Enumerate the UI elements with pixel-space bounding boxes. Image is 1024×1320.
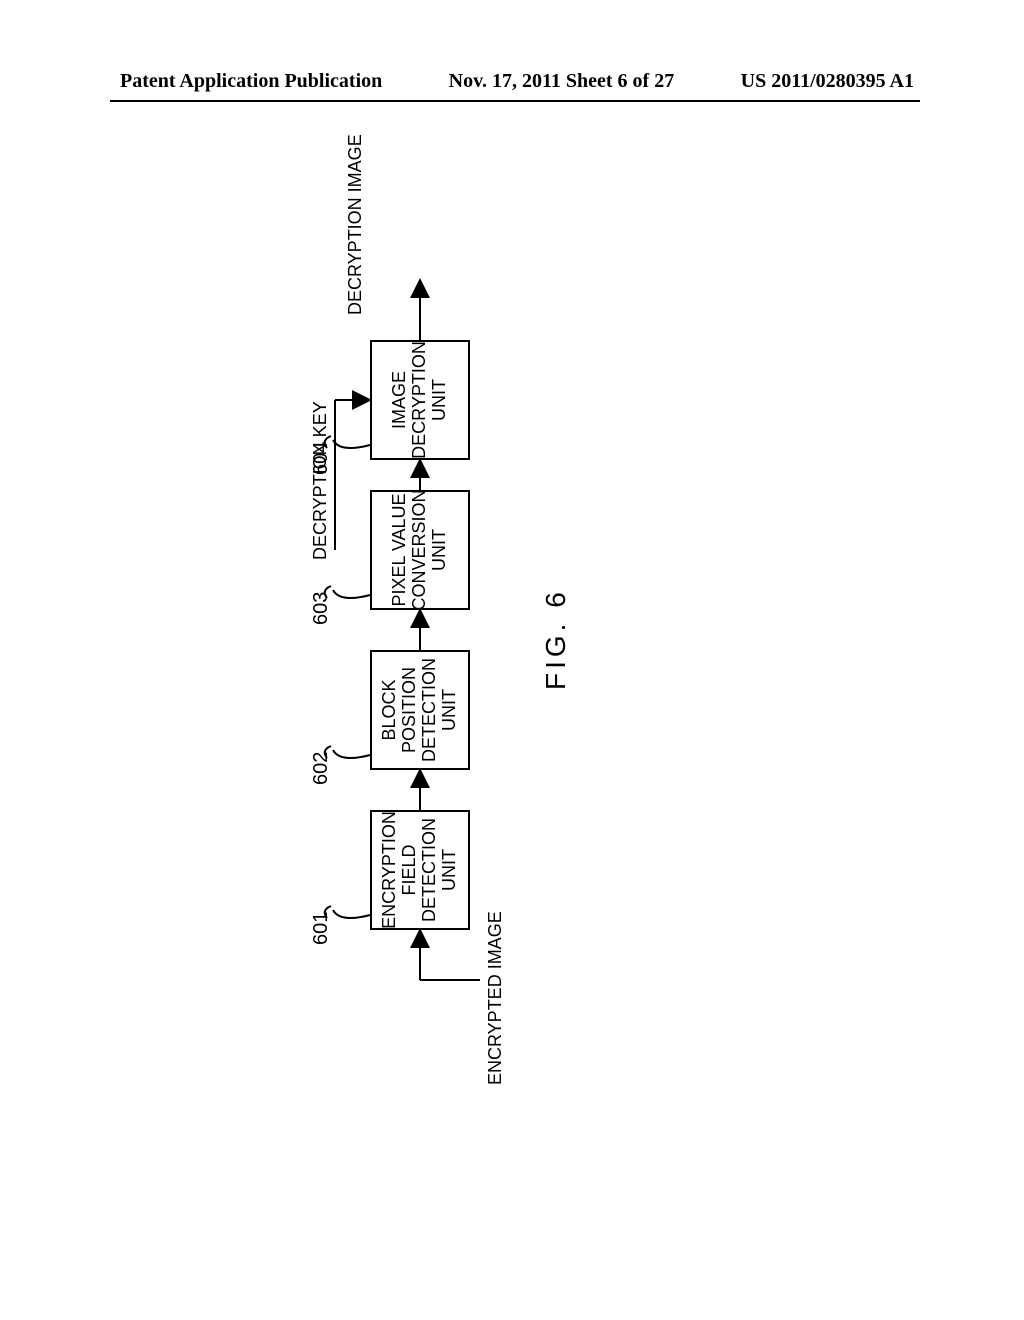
flow-box-line: POSITION (400, 667, 420, 753)
flow-box-line: BLOCK (380, 679, 400, 740)
flow-box-line: DETECTION (420, 818, 440, 922)
flow-box-603: PIXEL VALUECONVERSIONUNIT (370, 490, 470, 610)
flow-box-601: ENCRYPTIONFIELDDETECTIONUNIT (370, 810, 470, 930)
header-center: Nov. 17, 2011 Sheet 6 of 27 (449, 70, 675, 93)
flow-box-604: IMAGEDECRYPTIONUNIT (370, 340, 470, 460)
header-left: Patent Application Publication (120, 70, 382, 93)
io-label-in2: DECRYPTION KEY (310, 401, 331, 560)
flow-box-line: ENCRYPTION (380, 811, 400, 929)
header-right: US 2011/0280395 A1 (741, 70, 914, 93)
figure-label: FIG. 6 (540, 588, 572, 690)
io-label-out1: DECRYPTION IMAGE (345, 134, 366, 315)
flowchart-diagram: ENCRYPTIONFIELDDETECTIONUNIT601BLOCKPOSI… (270, 1000, 1024, 1300)
ref-601: 601 (310, 912, 333, 945)
flow-box-line: UNIT (440, 689, 460, 731)
flow-box-line: UNIT (440, 849, 460, 891)
ref-603: 603 (310, 592, 333, 625)
flow-box-line: PIXEL VALUE (390, 493, 410, 606)
ref-602: 602 (310, 752, 333, 785)
page-header: Patent Application Publication Nov. 17, … (0, 70, 1024, 93)
flow-box-line: IMAGE (390, 371, 410, 429)
header-rule (110, 100, 920, 102)
flow-box-line: DETECTION (420, 658, 440, 762)
io-label-in1: ENCRYPTED IMAGE (485, 911, 506, 1085)
flow-box-line: DECRYPTION (410, 341, 430, 459)
flow-box-line: UNIT (430, 529, 450, 571)
flow-box-line: FIELD (400, 845, 420, 896)
flow-box-602: BLOCKPOSITIONDETECTIONUNIT (370, 650, 470, 770)
flow-box-line: UNIT (430, 379, 450, 421)
flow-box-line: CONVERSION (410, 489, 430, 610)
